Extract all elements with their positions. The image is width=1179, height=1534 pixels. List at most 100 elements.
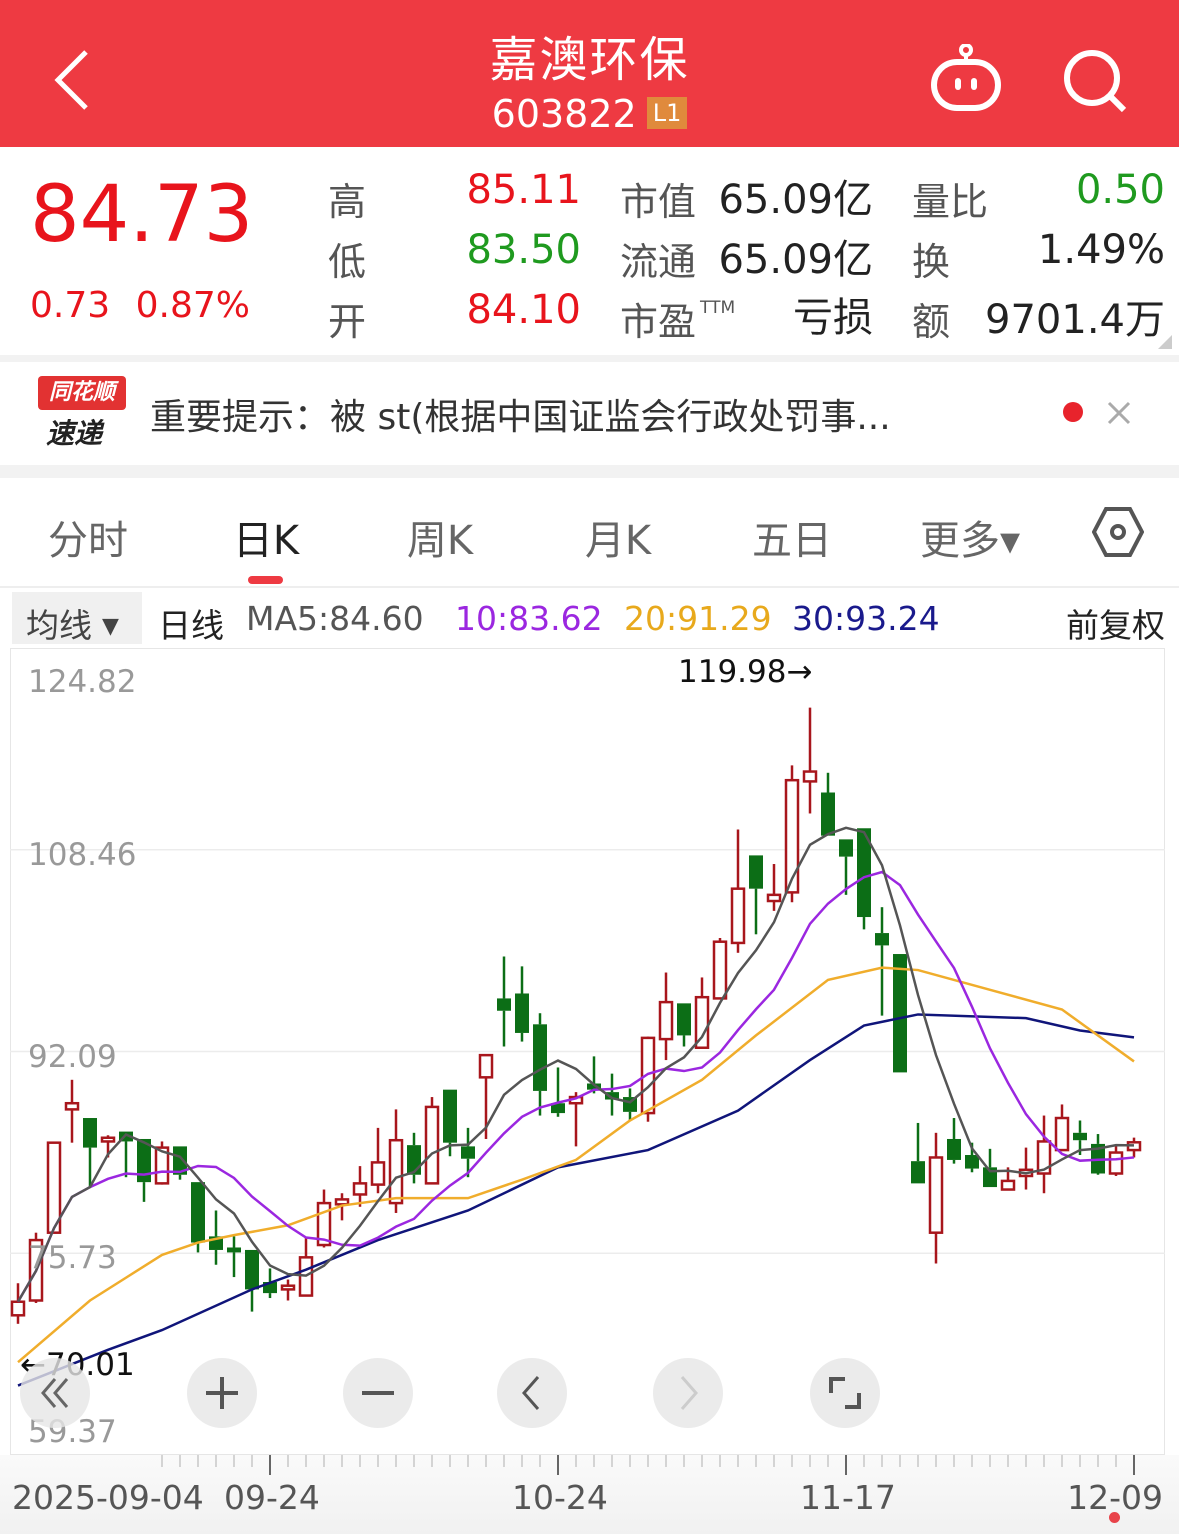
close-icon[interactable] [1106,400,1132,426]
chevron-right-icon [680,1376,698,1410]
high-label: 高 [328,180,367,224]
candle [730,829,746,953]
y-tick-label: 108.46 [28,837,137,873]
candle-body [784,778,800,894]
chevron-left-icon[interactable] [50,48,94,112]
candle [424,1097,440,1185]
ma30-value: 30:93.24 [792,599,940,638]
candle [119,1131,133,1178]
high-value: 85.11 [466,167,581,213]
ma10-line [16,870,1135,1303]
tab-weekly-k[interactable]: 周K [406,518,474,564]
pe-value: 亏损 [793,295,873,341]
candle [784,765,800,903]
search-icon[interactable] [1062,48,1128,114]
active-tab-indicator [248,576,283,584]
candle-body [928,1156,944,1234]
candle-body [875,933,889,946]
tab-five-day[interactable]: 五日 [752,518,832,564]
candle [64,1079,80,1143]
ma-selector[interactable]: 均线 ▼ [12,592,142,645]
fullscreen-icon [829,1377,861,1409]
ma20-value: 20:91.29 [624,599,772,638]
stock-name: 嘉澳环保 [489,32,690,88]
candle-body [119,1131,133,1142]
notice-text[interactable]: 重要提示：被 st(根据中国证监会行政处罚事... [150,397,891,438]
open-value: 84.10 [466,287,581,333]
candle [677,1003,691,1047]
candle-body [83,1118,97,1148]
candle-body [911,1161,925,1184]
zoom-in-icon [206,1377,238,1409]
x-tick-label: 2025-09-04 [12,1478,204,1517]
candle-body [173,1146,187,1175]
candle [802,707,818,814]
candle [947,1118,961,1164]
candle-body [821,792,835,836]
notice-logo: 同花顺 [38,376,126,410]
last-price: 84.73 [30,170,254,260]
tab-monthly-k[interactable]: 月K [584,518,652,564]
candle-body [245,1249,259,1290]
pe-label: 市盈 TTM [620,291,735,346]
tab-more[interactable]: 更多▾ [919,518,1021,564]
candle [298,1237,314,1297]
plot-area [10,707,1142,1387]
x-tick-label: 12-09 [1067,1478,1163,1517]
candle [821,772,835,836]
candle-body [1108,1151,1124,1175]
pan-right-button[interactable] [653,1358,723,1428]
adjust-mode[interactable]: 前复权 [1066,606,1165,645]
candle-body [388,1138,404,1205]
fullscreen-button[interactable] [810,1358,880,1428]
candle [46,1141,62,1234]
candle-body [1054,1116,1070,1152]
scroll-start-button[interactable] [20,1358,90,1428]
x-tick-label: 11-17 [800,1478,896,1517]
candle-body [424,1105,440,1185]
kline-svg[interactable] [10,648,1165,1455]
candle-body [1036,1140,1052,1175]
candle [928,1132,944,1264]
candle [10,1283,26,1324]
candle-body [712,940,728,1000]
candle-body [515,993,529,1033]
settings-hexagon-icon[interactable] [1092,506,1144,558]
ma5-value: MA5:84.60 [246,599,424,638]
quote-panel: 84.73 0.73 0.87% 高 低 开 85.11 83.50 84.10… [0,147,1179,355]
amount-label: 额 [912,300,951,344]
robot-icon[interactable] [928,44,1004,112]
candle-body [370,1161,386,1186]
candle [280,1279,296,1301]
candle-body [280,1284,296,1291]
zoom-out-button[interactable] [343,1358,413,1428]
turnover-label: 换 [912,240,951,284]
kline-chart[interactable] [10,648,1165,1455]
candle-body [461,1146,475,1159]
mktcap-value: 65.09亿 [718,177,873,223]
notice-bar[interactable]: 同花顺 速递 重要提示：被 st(根据中国证监会行政处罚事... [0,362,1179,465]
candle [388,1109,404,1213]
latest-marker-dot [1109,1512,1120,1523]
low-label: 低 [328,240,367,284]
candle [857,828,871,930]
double-chevron-left-icon [41,1378,69,1408]
tab-daily-k[interactable]: 日K [232,518,300,564]
candle [370,1127,386,1194]
pan-left-button[interactable] [497,1358,567,1428]
candle-body [1000,1179,1016,1191]
candle [497,956,511,1047]
candle [407,1132,421,1184]
candle-body [443,1089,457,1143]
candle-body [551,1103,565,1114]
tab-intraday[interactable]: 分时 [48,518,128,564]
candle [263,1268,277,1299]
x-axis-ticks [161,1455,1135,1475]
candle [623,1088,637,1121]
expand-corner-icon[interactable] [1158,335,1172,349]
candle [334,1193,350,1221]
candle [694,977,710,1049]
zoom-in-button[interactable] [187,1358,257,1428]
candle [173,1146,187,1180]
candle [245,1249,259,1312]
